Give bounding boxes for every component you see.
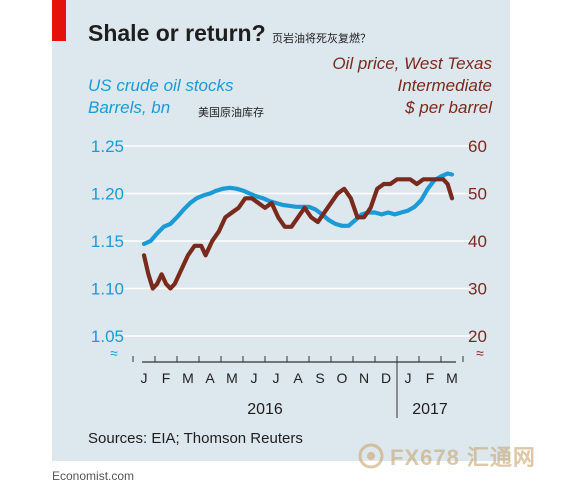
right-tick-label: 50 xyxy=(468,185,487,204)
line-chart: 1.25 601.20 501.15 401.10 301.05 20≈ ≈J F M A M J J A… xyxy=(91,137,487,418)
right-tick-label: 60 xyxy=(468,137,487,156)
series-line-oil-stocks xyxy=(141,171,455,246)
left-axis-break-icon: ≈ xyxy=(110,345,118,361)
left-tick-label: 1.10 xyxy=(91,280,124,299)
left-axis-label-line2: Barrels, bn xyxy=(88,98,171,117)
month-label: M xyxy=(226,370,238,386)
left-axis-label-cn: 美国原油库存 xyxy=(198,107,264,119)
series-line-oil-price xyxy=(141,177,455,291)
right-axis-break-icon: ≈ xyxy=(476,345,484,361)
month-label: F xyxy=(162,370,171,386)
right-axis-label-line1: Oil price, West Texas xyxy=(332,54,492,73)
economist-footer: Economist.com xyxy=(52,469,135,483)
month-label: A xyxy=(205,370,215,386)
month-label: J xyxy=(141,370,148,386)
month-label: J xyxy=(405,370,412,386)
right-tick-label: 40 xyxy=(468,232,487,251)
month-label: S xyxy=(315,370,324,386)
year-label: 2016 xyxy=(247,401,283,418)
chart-title: Shale or return? xyxy=(88,20,266,46)
left-tick-label: 1.15 xyxy=(91,232,124,251)
month-label: O xyxy=(337,370,348,386)
right-tick-label: 30 xyxy=(468,280,487,299)
source-note: Sources: EIA; Thomson Reuters xyxy=(88,430,303,447)
right-tick-label: 20 xyxy=(468,327,487,346)
left-tick-label: 1.05 xyxy=(91,327,124,346)
left-tick-label: 1.20 xyxy=(91,185,124,204)
left-tick-label: 1.25 xyxy=(91,137,124,156)
month-label: M xyxy=(182,370,194,386)
right-axis-label-line2: Intermediate xyxy=(397,76,493,95)
month-label: J xyxy=(251,370,258,386)
month-label: N xyxy=(359,370,369,386)
red-accent-bar xyxy=(52,0,66,41)
month-label: M xyxy=(446,370,458,386)
watermark-text: FX678 汇通网 xyxy=(390,445,536,470)
chart-title-cn: 页岩油将死灰复燃？ xyxy=(272,33,371,45)
month-label: J xyxy=(273,370,280,386)
right-axis-label-line3: $ per barrel xyxy=(405,98,492,117)
left-axis-label-line1: US crude oil stocks xyxy=(88,76,234,95)
year-label: 2017 xyxy=(412,401,448,418)
month-label: A xyxy=(293,370,303,386)
month-label: D xyxy=(381,370,391,386)
chart-card xyxy=(52,0,510,461)
watermark-logo-icon xyxy=(358,443,384,469)
month-label: F xyxy=(426,370,435,386)
